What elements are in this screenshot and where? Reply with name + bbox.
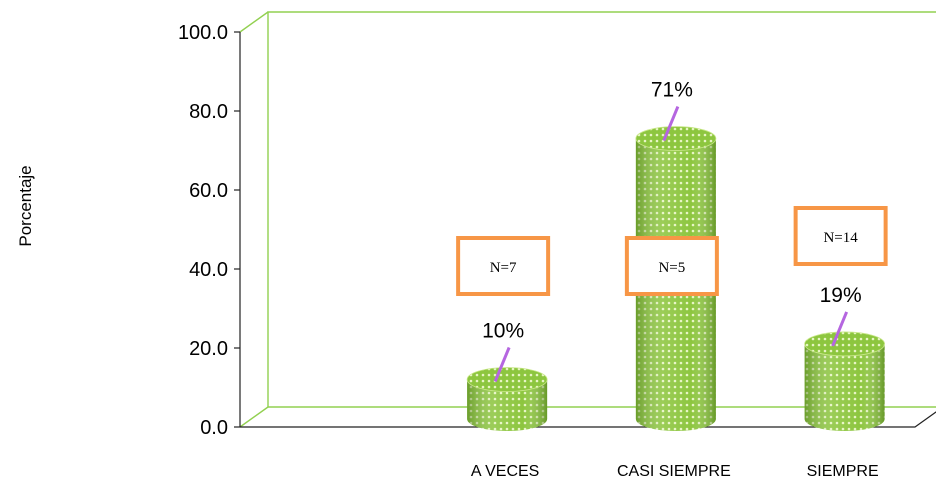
- count-box: [456, 236, 551, 296]
- bars: 10% N=7 71% N=5 19% N=14: [456, 79, 888, 432]
- y-tick-label: 20.0: [189, 338, 228, 360]
- x-axis: A VECES CASI SIEMPRE SIEMPRE: [471, 463, 879, 480]
- bar: 19% N=14: [793, 206, 888, 431]
- side-wall: [239, 11, 269, 428]
- x-tick-label: A VECES: [471, 463, 539, 480]
- bar-shading: [467, 379, 548, 431]
- data-label: 10%: [482, 320, 524, 343]
- floor-edge: [240, 411, 936, 428]
- count-box: [624, 236, 719, 296]
- y-tick-label: 0.0: [200, 417, 228, 439]
- count-box: [793, 206, 888, 266]
- data-label: 71%: [651, 79, 693, 102]
- y-tick-label: 80.0: [189, 101, 228, 123]
- x-tick-label: SIEMPRE: [807, 463, 879, 480]
- plot-frame: [239, 11, 936, 428]
- bar: 71% N=5: [624, 79, 719, 432]
- y-axis: 0.0 20.0 40.0 60.0 80.0 100.0: [178, 22, 240, 439]
- count-label: N=14: [823, 230, 858, 246]
- y-tick-label: 40.0: [189, 259, 228, 281]
- y-tick-label: 60.0: [189, 180, 228, 202]
- bar-top: [466, 367, 548, 392]
- leader-line: [662, 105, 680, 142]
- leader-line: [831, 311, 849, 347]
- y-axis-title: Porcentaje: [16, 165, 35, 246]
- bar-top: [804, 331, 886, 357]
- bar-top: [635, 126, 717, 151]
- back-wall: [267, 11, 936, 408]
- bar-shading: [804, 343, 885, 431]
- leader-line: [493, 346, 511, 383]
- x-tick-label: CASI SIEMPRE: [617, 463, 731, 480]
- count-label: N=5: [658, 260, 685, 276]
- bar: 10% N=7: [456, 236, 551, 431]
- count-label: N=7: [490, 260, 517, 276]
- y-tick-label: 100.0: [178, 22, 228, 44]
- data-label: 19%: [820, 284, 862, 307]
